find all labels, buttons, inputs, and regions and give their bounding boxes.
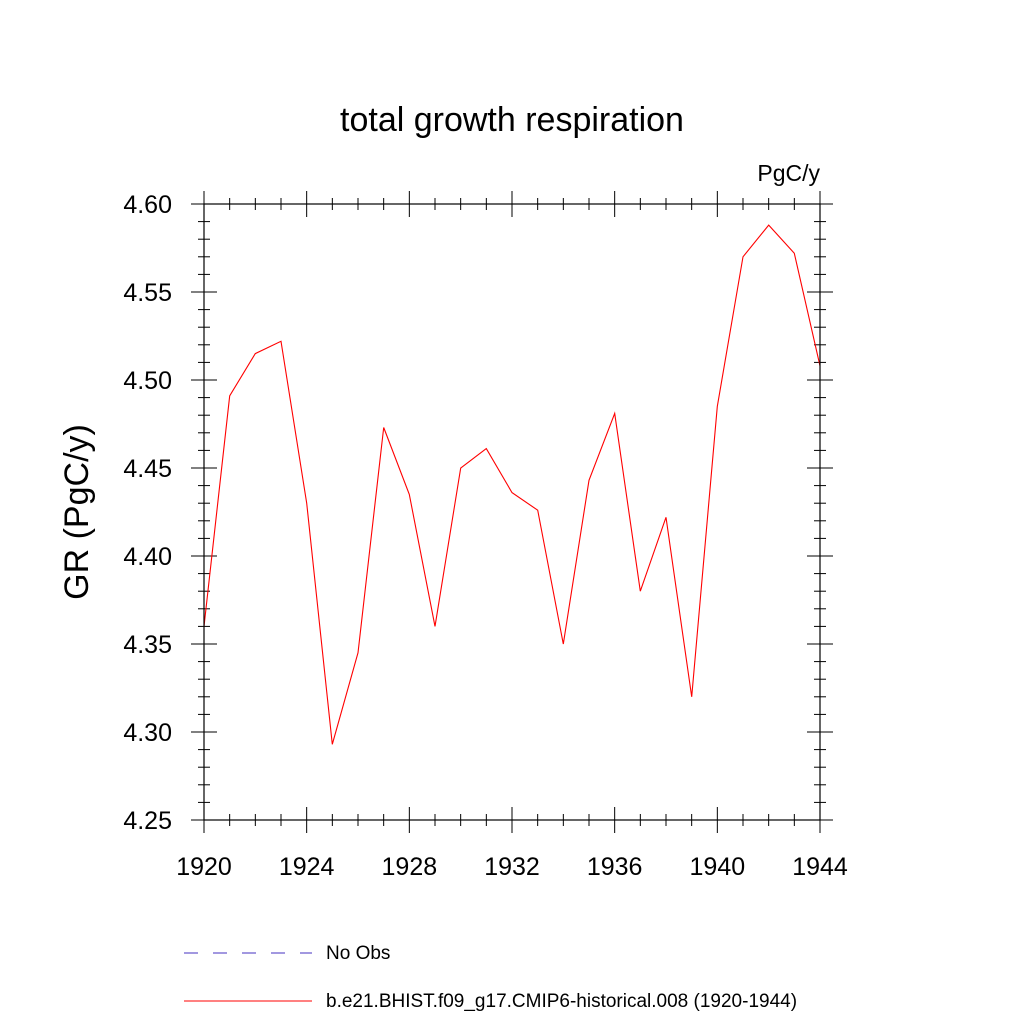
x-tick-label: 1936 [587, 853, 643, 881]
x-tick-label: 1940 [690, 853, 746, 881]
y-tick-label: 4.55 [123, 279, 172, 307]
y-tick-label: 4.30 [123, 719, 172, 747]
legend-label-no-obs: No Obs [326, 943, 390, 964]
plot-frame [203, 203, 821, 821]
x-tick-label: 1928 [382, 853, 438, 881]
y-tick-label: 4.45 [123, 455, 172, 483]
x-tick-label: 1920 [176, 853, 232, 881]
units-label: PgC/y [757, 160, 820, 186]
y-tick-label: 4.50 [123, 367, 172, 395]
y-tick-label: 4.40 [123, 543, 172, 571]
y-axis-label: GR (PgC/y) [58, 424, 96, 600]
x-tick-label: 1924 [279, 853, 335, 881]
tick-marks [191, 191, 833, 833]
legend: No Obs b.e21.BHIST.f09_g17.CMIP6-histori… [184, 943, 797, 1012]
tick-labels: 1920 1924 1928 1932 1936 1940 1944 4.25 4.30 4.35… [123, 191, 848, 881]
y-tick-label: 4.60 [123, 191, 172, 219]
x-tick-label: 1932 [484, 853, 540, 881]
series-line-historical [203, 224, 821, 745]
x-tick-label: 1944 [792, 853, 848, 881]
series-group [203, 224, 821, 745]
legend-label-historical: b.e21.BHIST.f09_g17.CMIP6-historical.008… [326, 991, 797, 1012]
chart-title: total growth respiration [340, 101, 684, 139]
y-tick-label: 4.35 [123, 631, 172, 659]
y-tick-label: 4.25 [123, 807, 172, 835]
